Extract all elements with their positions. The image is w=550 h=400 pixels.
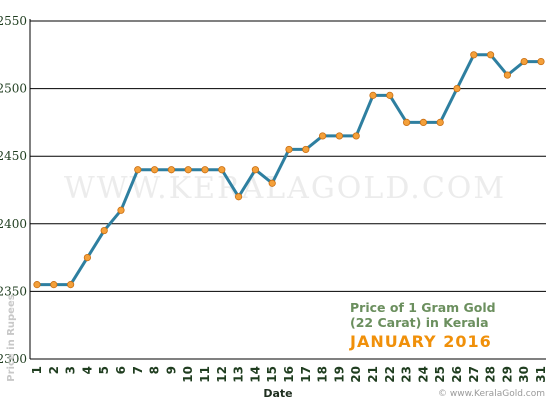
- x-tick-25: 25: [433, 366, 447, 383]
- x-tick-20: 20: [349, 366, 363, 383]
- x-tick-27: 27: [467, 366, 481, 383]
- point-3: [67, 281, 75, 289]
- series-markers: [33, 51, 545, 289]
- point-4: [83, 254, 92, 262]
- x-tick-23: 23: [400, 366, 414, 383]
- x-tick-4: 4: [80, 366, 94, 374]
- point-23: [402, 118, 411, 127]
- x-tick-15: 15: [265, 366, 279, 383]
- x-tick-9: 9: [164, 366, 178, 374]
- point-31: [537, 57, 545, 66]
- x-tick-12: 12: [215, 366, 229, 383]
- x-tick-10: 10: [181, 366, 195, 383]
- point-11: [201, 166, 209, 174]
- y-tick-2300: 2300: [0, 352, 27, 366]
- y-tick-2400: 2400: [0, 217, 27, 231]
- x-tick-17: 17: [299, 366, 313, 383]
- x-tick-labels: 1 2 3 4 5 6 7 8 9 10 11 12 13 14 15 16 17 18 19 20 21 22 23 24 2…: [30, 366, 548, 383]
- point-28: [486, 51, 495, 59]
- y-tick-2550: 2550: [0, 14, 27, 28]
- point-8: [151, 166, 159, 174]
- x-tick-3: 3: [64, 366, 78, 374]
- x-tick-7: 7: [131, 366, 145, 374]
- y-tick-2350: 2350: [0, 284, 27, 298]
- y-axis-label: Price in Rupees: [6, 294, 17, 381]
- point-12: [218, 166, 226, 174]
- watermark: WWW.KERALAGOLD.COM: [64, 171, 506, 206]
- x-axis-label: Date: [263, 387, 292, 400]
- gridlines: [30, 20, 546, 292]
- credit-text: © www.KeralaGold.com: [438, 389, 545, 399]
- axes: [29, 19, 546, 360]
- x-tick-28: 28: [484, 366, 498, 383]
- point-1: [33, 281, 41, 289]
- x-tick-31: 31: [534, 366, 548, 383]
- x-tick-26: 26: [450, 366, 464, 383]
- x-tick-24: 24: [416, 366, 430, 383]
- y-tick-labels: 2300 2350 2400 2450 2500 2550: [0, 14, 27, 366]
- x-tick-18: 18: [316, 366, 330, 383]
- point-10: [184, 166, 192, 174]
- x-tick-5: 5: [97, 366, 111, 374]
- x-tick-30: 30: [517, 366, 531, 383]
- x-tick-2: 2: [47, 366, 61, 374]
- point-16: [285, 145, 293, 154]
- point-7: [134, 166, 142, 174]
- chart-note-month: JANUARY 2016: [349, 332, 492, 351]
- point-14: [251, 166, 259, 174]
- series-line: [37, 53, 541, 287]
- point-25: [436, 118, 444, 127]
- chart-note-line1: Price of 1 Gram Gold: [350, 300, 496, 315]
- point-26: [453, 85, 461, 93]
- x-tick-6: 6: [114, 366, 128, 374]
- y-tick-2500: 2500: [0, 82, 27, 96]
- point-13: [235, 193, 243, 201]
- point-17: [302, 145, 310, 154]
- point-29: [503, 71, 511, 79]
- point-20: [352, 132, 360, 140]
- x-tick-13: 13: [232, 366, 246, 383]
- x-tick-1: 1: [30, 366, 44, 374]
- point-22: [386, 91, 394, 99]
- point-15: [268, 179, 276, 187]
- x-tick-16: 16: [282, 366, 296, 383]
- x-tick-22: 22: [383, 366, 397, 383]
- x-tick-11: 11: [198, 366, 212, 383]
- y-tick-2450: 2450: [0, 149, 27, 163]
- point-21: [369, 91, 377, 99]
- x-tick-21: 21: [366, 366, 380, 383]
- x-tick-19: 19: [332, 366, 346, 383]
- point-27: [470, 51, 478, 59]
- point-18: [318, 132, 327, 140]
- point-6: [117, 206, 125, 214]
- point-19: [335, 132, 343, 140]
- point-24: [419, 118, 427, 127]
- point-2: [50, 281, 58, 289]
- chart-note-line2: (22 Carat) in Kerala: [350, 315, 489, 330]
- point-9: [167, 166, 175, 174]
- x-tick-14: 14: [248, 366, 262, 383]
- point-30: [520, 57, 528, 66]
- x-tick-8: 8: [148, 366, 162, 374]
- point-5: [100, 226, 108, 235]
- x-tick-29: 29: [500, 366, 514, 383]
